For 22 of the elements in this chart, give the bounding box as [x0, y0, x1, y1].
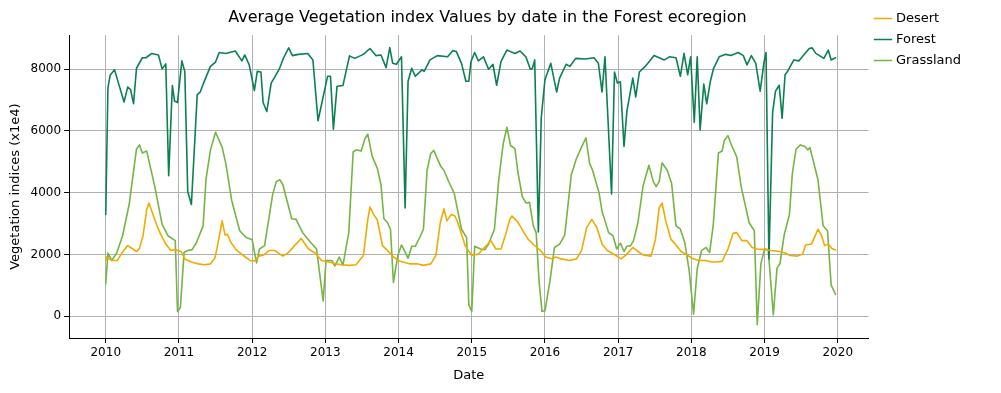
x-tick-label: 2014: [383, 345, 414, 360]
legend-label: Forest: [896, 30, 936, 46]
y-tick-label: 8000: [30, 61, 62, 76]
x-tick-label: 2011: [163, 345, 195, 360]
x-tick-label: 2020: [822, 345, 854, 360]
y-axis-title: Vegetation indices (x1e4): [7, 103, 23, 270]
y-tick-label: 2000: [30, 246, 62, 261]
x-axis-title: Date: [453, 366, 485, 382]
legend-label: Grassland: [896, 51, 961, 67]
x-tick-label: 2013: [310, 345, 341, 360]
x-tick-label: 2016: [529, 345, 561, 360]
x-tick-label: 2012: [236, 345, 268, 360]
chart-title: Average Vegetation index Values by date in the Forest ecoregion: [228, 6, 747, 26]
x-tick-label: 2017: [602, 345, 634, 360]
y-tick-label: 4000: [30, 184, 62, 199]
x-tick-label: 2018: [676, 345, 707, 360]
x-tick-label: 2015: [456, 345, 488, 360]
y-tick-label: 0: [53, 308, 62, 323]
y-tick-label: 6000: [30, 123, 62, 138]
legend-label: Desert: [896, 9, 940, 25]
x-tick-label: 2019: [749, 345, 780, 360]
x-tick-label: 2010: [90, 345, 122, 360]
